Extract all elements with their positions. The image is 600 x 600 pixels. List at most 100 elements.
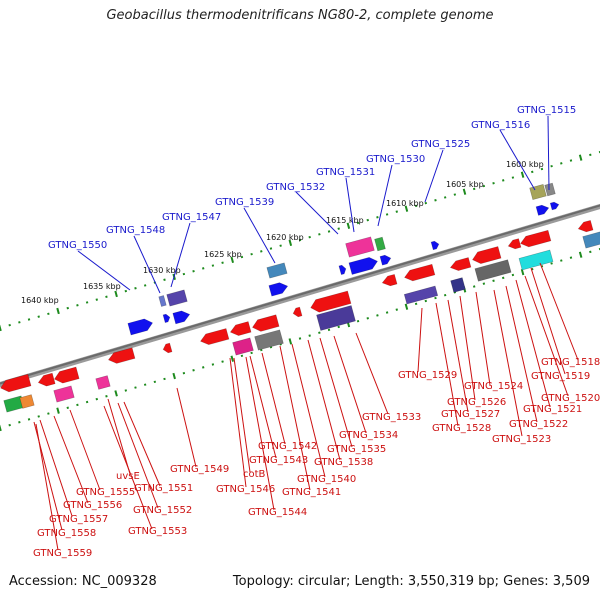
- gene-label-gtng-1529[interactable]: GTNG_1529: [398, 370, 457, 381]
- gene-rev-1521: [507, 238, 522, 250]
- inner-tick: [589, 250, 592, 254]
- gene-label-gtng-1525[interactable]: GTNG_1525: [411, 139, 470, 150]
- gene-label-gtng-1541[interactable]: GTNG_1541: [282, 487, 341, 498]
- gene-rev-1551: [107, 347, 136, 364]
- genome-backbone: [0, 203, 600, 388]
- gene-label-gtng-1524[interactable]: GTNG_1524: [464, 381, 523, 392]
- scale-label-1610: 1610 kbp: [386, 199, 424, 208]
- gene-label-gtng-1520[interactable]: GTNG_1520: [541, 393, 600, 404]
- leader-rev-18: [249, 355, 277, 459]
- gene-label-gtng-1550[interactable]: GTNG_1550: [48, 240, 107, 251]
- gene-label-gtng-1556[interactable]: GTNG_1556: [63, 500, 122, 511]
- inner-tick: [395, 308, 399, 311]
- gene-fwd-1525: [430, 240, 440, 251]
- inner-tick: [424, 299, 428, 303]
- scale-label-1620: 1620 kbp: [266, 233, 304, 242]
- gene-label-gtng-1521[interactable]: GTNG_1521: [523, 404, 582, 415]
- gene-label-cotb[interactable]: cotB: [243, 469, 266, 480]
- outer-tick: [318, 233, 321, 236]
- gene-label-gtng-1523[interactable]: GTNG_1523: [492, 434, 551, 445]
- inner-tick: [482, 282, 486, 285]
- gene-label-gtng-1522[interactable]: GTNG_1522: [509, 419, 568, 430]
- gene-rev-1549: [162, 342, 173, 354]
- gene-rev-1529: [381, 273, 398, 287]
- leader-rev-12: [333, 335, 367, 434]
- gene-rev-1540: [252, 314, 280, 332]
- inner-tick: [221, 360, 224, 363]
- outer-tick: [395, 210, 399, 213]
- gene-label-gtng-1518[interactable]: GTNG_1518: [541, 357, 600, 368]
- gene-label-gtng-1552[interactable]: GTNG_1552: [133, 505, 192, 516]
- gene-label-gtng-1557[interactable]: GTNG_1557: [49, 514, 108, 525]
- gene-label-gtng-1526[interactable]: GTNG_1526: [447, 397, 506, 408]
- gene-label-gtng-1549[interactable]: GTNG_1549: [170, 464, 229, 475]
- inner-tick: [240, 354, 244, 358]
- inner-tick: [337, 325, 340, 329]
- gene-label-gtng-1555[interactable]: GTNG_1555: [76, 487, 135, 498]
- leader-1539: [243, 207, 276, 264]
- gene-label-gtng-1530[interactable]: GTNG_1530: [366, 154, 425, 165]
- gene-label-gtng-1553[interactable]: GTNG_1553: [128, 526, 187, 537]
- gene-fwd-multi: [374, 236, 386, 252]
- inner-tick: [298, 337, 302, 340]
- gene-label-gtng-1528[interactable]: GTNG_1528: [432, 423, 491, 434]
- tick-marks: [0, 150, 600, 432]
- gene-rev-pink: [95, 375, 111, 390]
- leader-rev-19: [245, 356, 275, 511]
- gene-label-gtng-1546[interactable]: GTNG_1546: [216, 484, 275, 495]
- gene-label-gtng-1542[interactable]: GTNG_1542: [258, 441, 317, 452]
- leader-rev-16: [279, 345, 311, 491]
- leader-1531: [345, 177, 355, 233]
- gene-fwd-1548: [162, 313, 171, 324]
- gene-rev-1557: [0, 373, 32, 393]
- leader-rev-20: [229, 357, 247, 488]
- inner-tick: [250, 351, 253, 355]
- gene-label-gtng-1540[interactable]: GTNG_1540: [297, 474, 356, 485]
- gene-label-gtng-1527[interactable]: GTNG_1527: [441, 409, 500, 420]
- scale-label-1630: 1630 kbp: [143, 266, 181, 275]
- leader-rev-28: [53, 415, 89, 504]
- leader-rev-2: [524, 275, 569, 397]
- gene-features: [0, 182, 600, 413]
- inner-tick: [134, 386, 137, 389]
- gene-label-gtng-1539[interactable]: GTNG_1539: [215, 197, 274, 208]
- gene-label-gtng-1516[interactable]: GTNG_1516: [471, 120, 530, 131]
- outer-tick: [0, 324, 2, 332]
- gene-label-gtng-1534[interactable]: GTNG_1534: [339, 430, 398, 441]
- gene-label-gtng-1531[interactable]: GTNG_1531: [316, 167, 375, 178]
- gene-label-gtng-1551[interactable]: GTNG_1551: [134, 483, 193, 494]
- inner-tick: [492, 279, 495, 282]
- gene-label-gtng-1532[interactable]: GTNG_1532: [266, 182, 325, 193]
- gene-label-gtng-1559[interactable]: GTNG_1559: [33, 548, 92, 559]
- gene-label-gtng-1533[interactable]: GTNG_1533: [362, 412, 421, 423]
- inner-tick: [434, 296, 437, 300]
- outer-tick: [27, 318, 31, 321]
- outer-tick: [492, 181, 495, 185]
- gene-label-gtng-1548[interactable]: GTNG_1548: [106, 225, 165, 236]
- leader-rev-27: [69, 409, 101, 491]
- gene-fwd-pink: [345, 236, 375, 258]
- outer-tick: [462, 188, 467, 195]
- outer-tick: [598, 150, 600, 154]
- gene-label-gtng-1515[interactable]: GTNG_1515: [517, 105, 576, 116]
- gene-label-gtng-1519[interactable]: GTNG_1519: [531, 371, 590, 382]
- gene-fwd-1547: [172, 310, 191, 325]
- scale-labels: 1600 kbp 1605 kbp 1610 kbp 1615 kbp 1620…: [21, 160, 544, 305]
- gene-label-gtng-1538[interactable]: GTNG_1538: [314, 457, 373, 468]
- gene-label-gtng-1547[interactable]: GTNG_1547: [162, 212, 221, 223]
- inner-tick: [569, 256, 573, 259]
- leader-rev-9: [435, 302, 459, 427]
- forward-labels: GTNG_1515 GTNG_1516 GTNG_1525 GTNG_1530 …: [48, 105, 576, 251]
- outer-tick: [279, 244, 282, 247]
- gene-label-gtng-1558[interactable]: GTNG_1558: [37, 528, 96, 539]
- label-lines: [33, 115, 579, 551]
- gene-label-uvse[interactable]: uvsE: [116, 471, 140, 482]
- gene-label-gtng-1535[interactable]: GTNG_1535: [327, 444, 386, 455]
- outer-tick: [569, 159, 573, 162]
- inner-tick: [376, 314, 379, 317]
- inner-tick: [143, 383, 147, 386]
- gene-label-gtng-1544[interactable]: GTNG_1544: [248, 507, 307, 518]
- outer-tick: [66, 306, 69, 310]
- gene-label-gtng-1543[interactable]: GTNG_1543: [249, 455, 308, 466]
